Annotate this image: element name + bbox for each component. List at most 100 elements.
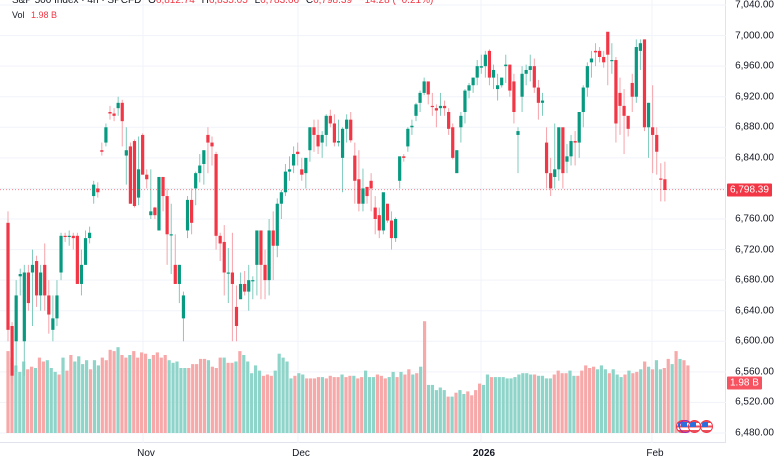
candle-body[interactable]: [18, 274, 22, 277]
candle-body[interactable]: [642, 39, 647, 128]
candle-body[interactable]: [516, 131, 520, 135]
candle-body[interactable]: [226, 272, 230, 274]
candle-body[interactable]: [381, 192, 385, 231]
candle-body[interactable]: [646, 102, 651, 128]
candle-body[interactable]: [63, 235, 67, 238]
candle-body[interactable]: [377, 215, 381, 231]
candle-body[interactable]: [104, 127, 108, 143]
candle-body[interactable]: [316, 134, 320, 147]
candle-body[interactable]: [108, 112, 112, 114]
candle-body[interactable]: [141, 134, 145, 175]
candle-body[interactable]: [79, 264, 84, 284]
candle-body[interactable]: [361, 188, 365, 204]
candle-body[interactable]: [508, 64, 512, 91]
candle-body[interactable]: [255, 230, 259, 265]
candle-body[interactable]: [75, 235, 79, 284]
candle-body[interactable]: [410, 125, 414, 128]
candle-body[interactable]: [214, 154, 218, 236]
candle-body[interactable]: [165, 196, 169, 235]
candle-body[interactable]: [210, 142, 214, 147]
candle-body[interactable]: [389, 220, 394, 239]
candle-body[interactable]: [475, 66, 479, 78]
candle-body[interactable]: [528, 66, 532, 70]
candle-body[interactable]: [426, 81, 430, 95]
candle-body[interactable]: [157, 176, 161, 231]
candle-body[interactable]: [247, 280, 251, 292]
candle-body[interactable]: [561, 127, 565, 174]
candle-body[interactable]: [349, 119, 353, 141]
candle-body[interactable]: [442, 105, 447, 109]
candle-body[interactable]: [149, 211, 153, 216]
candle-body[interactable]: [124, 150, 128, 156]
candle-body[interactable]: [630, 82, 634, 97]
candle-body[interactable]: [332, 123, 336, 143]
candle-body[interactable]: [418, 92, 422, 103]
candle-body[interactable]: [365, 186, 369, 197]
candle-body[interactable]: [634, 47, 638, 97]
candle-body[interactable]: [308, 127, 312, 151]
candle-body[interactable]: [96, 188, 100, 193]
volume-legend[interactable]: Vol 1.98 B: [12, 10, 57, 20]
candle-body[interactable]: [532, 66, 536, 88]
candle-body[interactable]: [128, 146, 132, 204]
candle-body[interactable]: [153, 207, 157, 216]
candle-body[interactable]: [544, 142, 549, 174]
candle-body[interactable]: [455, 150, 459, 174]
candle-body[interactable]: [67, 235, 71, 238]
economic-events[interactable]: [676, 420, 718, 436]
candle-body[interactable]: [83, 238, 88, 265]
candle-body[interactable]: [39, 272, 43, 296]
candle-body[interactable]: [267, 230, 271, 281]
candle-body[interactable]: [340, 128, 345, 158]
candle-body[interactable]: [504, 64, 508, 67]
candle-body[interactable]: [34, 261, 39, 296]
candle-body[interactable]: [512, 81, 516, 113]
candle-body[interactable]: [414, 104, 418, 116]
candle-body[interactable]: [345, 119, 349, 129]
candle-body[interactable]: [451, 127, 455, 158]
candle-body[interactable]: [230, 272, 234, 284]
candle-body[interactable]: [88, 232, 92, 239]
candle-body[interactable]: [271, 230, 275, 246]
candle-body[interactable]: [536, 87, 540, 103]
candle-body[interactable]: [243, 283, 247, 292]
candle-body[interactable]: [520, 73, 524, 97]
price-axis[interactable]: 7,040.00 7,000.00 6,960.00 6,920.00 6,880.00…: [726, 0, 780, 443]
candle-body[interactable]: [279, 192, 283, 204]
candle-body[interactable]: [100, 150, 104, 152]
candle-body[interactable]: [602, 56, 606, 63]
candle-body[interactable]: [173, 264, 177, 284]
candle-body[interactable]: [234, 306, 239, 327]
candle-body[interactable]: [132, 141, 137, 207]
candle-body[interactable]: [487, 50, 492, 78]
price-pane[interactable]: S&P 500 Index · 4h · SPCFD O6,812.74 H6,…: [0, 0, 726, 443]
candle-body[interactable]: [524, 69, 528, 74]
candle-body[interactable]: [569, 141, 573, 157]
candle-body[interactable]: [259, 230, 263, 265]
time-axis[interactable]: Nov Dec 2026 Feb: [0, 443, 726, 470]
candle-body[interactable]: [177, 264, 181, 284]
candle-body[interactable]: [618, 92, 622, 106]
candle-body[interactable]: [593, 50, 598, 53]
candle-body[interactable]: [190, 199, 194, 223]
candle-body[interactable]: [206, 134, 210, 143]
candle-body[interactable]: [357, 179, 361, 204]
candle-body[interactable]: [145, 174, 149, 180]
candle-body[interactable]: [479, 66, 483, 68]
candlestick-chart[interactable]: [0, 0, 726, 443]
candle-body[interactable]: [549, 173, 553, 189]
candle-body[interactable]: [71, 235, 75, 239]
candle-body[interactable]: [336, 141, 341, 143]
candle-body[interactable]: [251, 280, 255, 282]
candle-body[interactable]: [169, 234, 173, 236]
candle-body[interactable]: [438, 105, 443, 109]
candle-body[interactable]: [6, 222, 10, 330]
candle-body[interactable]: [185, 199, 190, 231]
candle-body[interactable]: [430, 105, 434, 108]
candle-body[interactable]: [353, 155, 357, 181]
candle-body[interactable]: [659, 178, 663, 180]
candle-body[interactable]: [161, 176, 165, 197]
candle-body[interactable]: [463, 90, 467, 113]
candle-body[interactable]: [22, 272, 26, 342]
candle-body[interactable]: [328, 115, 332, 124]
